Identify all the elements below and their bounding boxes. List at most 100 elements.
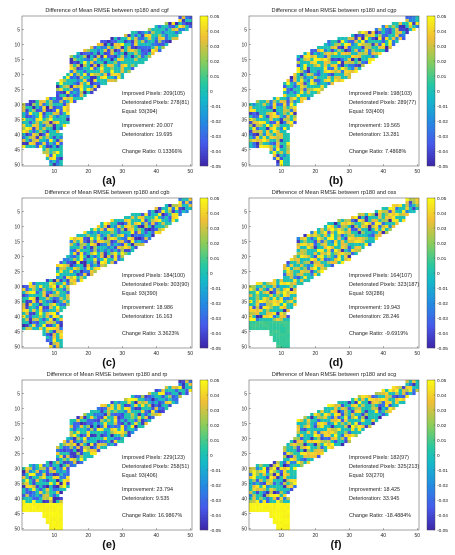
heatmap-cell (25, 306, 29, 310)
heatmap-cell (96, 416, 101, 420)
heatmap-cell (272, 330, 277, 334)
heatmap-cell (52, 482, 57, 486)
heatmap-cell (259, 473, 263, 477)
heatmap-cell (317, 410, 321, 414)
heatmap-cell (354, 434, 358, 438)
heatmap-cell (344, 428, 348, 432)
heatmap-cell (52, 330, 57, 334)
heatmap-cell (103, 425, 108, 429)
heatmap-cell (120, 428, 125, 432)
heatmap-cell (320, 264, 324, 268)
heatmap-cell (310, 452, 314, 456)
heatmap-cell (69, 455, 74, 459)
heatmap-cell (320, 434, 324, 438)
heatmap-cell (141, 425, 145, 429)
colorbar-segment (427, 412, 435, 416)
heatmap-cell (293, 288, 297, 292)
heatmap-cell (110, 401, 114, 405)
heatmap-cell (113, 422, 118, 426)
heatmap-cell (52, 494, 57, 498)
heatmap-cell (357, 228, 362, 232)
heatmap-cell (86, 58, 91, 62)
heatmap-cell (354, 61, 358, 65)
colorbar-segment (200, 198, 208, 201)
heatmap-cell (262, 309, 267, 313)
stat-text: Improved Pixels: 182(97) (349, 455, 409, 461)
heatmap-cell (103, 431, 108, 435)
heatmap-cell (113, 425, 118, 429)
heatmap-cell (93, 449, 97, 453)
colorbar-segment (200, 68, 208, 72)
heatmap-cell (42, 491, 46, 495)
heatmap-cell (59, 273, 63, 277)
stat-text: Equal: 93(286) (349, 291, 385, 297)
heatmap-cell (168, 25, 172, 29)
heatmap-cell (113, 410, 118, 414)
heatmap-cell (103, 413, 108, 417)
heatmap-cell (76, 425, 80, 429)
heatmap-cell (62, 306, 67, 310)
colorbar-segment (200, 442, 208, 446)
heatmap-cell (296, 264, 301, 268)
heatmap-cell (45, 324, 50, 328)
heatmap-cell (83, 419, 87, 423)
heatmap-cell (286, 336, 290, 340)
colorbar-segment (427, 505, 435, 508)
heatmap-cell (188, 383, 193, 387)
heatmap-cell (368, 55, 372, 59)
heatmap-cell (154, 40, 159, 44)
heatmap-cell (100, 422, 104, 426)
heatmap-cell (49, 488, 53, 492)
heatmap-cell (76, 243, 80, 247)
heatmap-cell (59, 506, 63, 510)
heatmap-cell (272, 142, 277, 146)
heatmap-cell (124, 240, 128, 244)
heatmap-cell (42, 500, 46, 504)
heatmap-cell (56, 309, 60, 313)
heatmap-cell (56, 154, 60, 158)
heatmap-cell (286, 297, 290, 301)
heatmap-cell (28, 124, 33, 128)
heatmap-cell (56, 312, 60, 316)
heatmap-cell (378, 52, 382, 56)
heatmap-cell (107, 252, 111, 256)
heatmap-cell (351, 40, 355, 44)
heatmap-cell (296, 58, 301, 62)
heatmap-cell (69, 85, 74, 89)
heatmap-cell (28, 309, 33, 313)
heatmap-cell (130, 216, 135, 220)
heatmap-cell (327, 55, 331, 59)
heatmap-cell (147, 416, 152, 420)
heatmap-cell (137, 401, 142, 405)
heatmap-cell (255, 288, 260, 292)
heatmap-cell (59, 324, 63, 328)
heatmap-cell (395, 210, 399, 214)
heatmap-cell (45, 288, 50, 292)
heatmap-cell (279, 339, 284, 343)
heatmap-cell (35, 491, 40, 495)
heatmap-cell (303, 443, 307, 447)
heatmap-cell (151, 222, 155, 226)
heatmap-cell (62, 452, 67, 456)
heatmap-cell (330, 61, 335, 65)
heatmap-cell (73, 264, 77, 268)
heatmap-cell (117, 46, 121, 50)
heatmap-cell (42, 124, 46, 128)
heatmap-cell (262, 491, 267, 495)
heatmap-cell (141, 231, 145, 235)
heatmap-cell (395, 207, 399, 211)
heatmap-cell (259, 494, 263, 498)
heatmap-cell (266, 315, 270, 319)
colorbar-segment (200, 495, 208, 498)
x-tick-label: 10 (52, 351, 58, 357)
heatmap-cell (272, 467, 277, 471)
heatmap-cell (120, 252, 125, 256)
heatmap-cell (368, 398, 372, 402)
colorbar-tick-label: 0.05 (210, 378, 220, 384)
panel-a: Difference of Mean RMSE between rp180 an… (14, 8, 221, 187)
colorbar-segment (427, 61, 435, 64)
heatmap-cell (49, 518, 53, 522)
colorbar-segment (200, 36, 208, 39)
heatmap-cell (147, 225, 152, 229)
heatmap-cell (164, 407, 169, 411)
